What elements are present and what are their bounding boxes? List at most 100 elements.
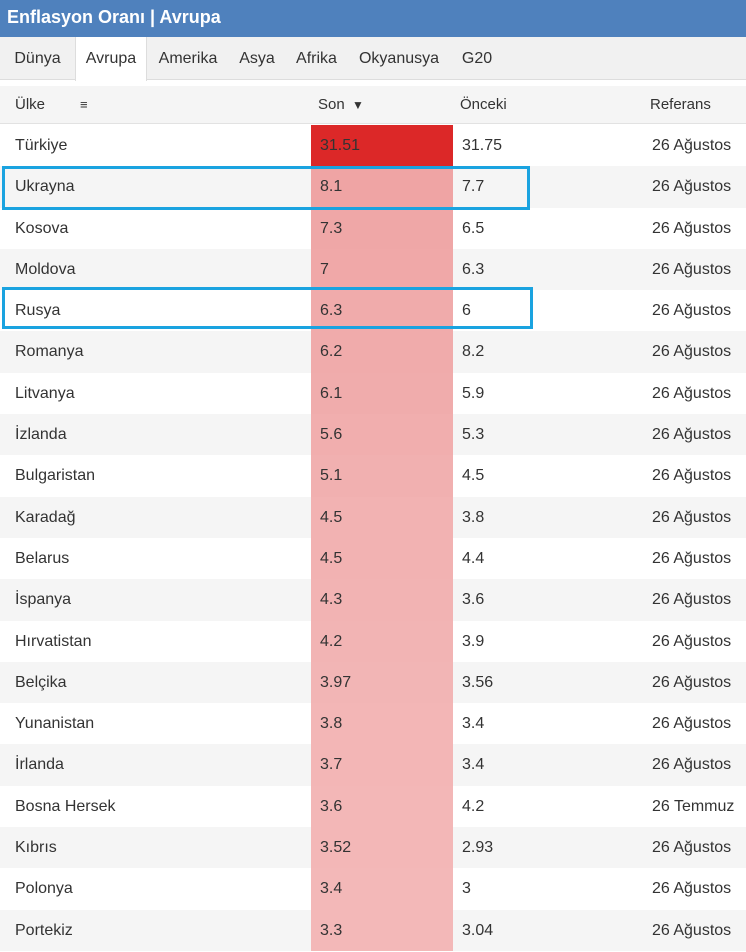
country-name: Belçika xyxy=(15,673,67,691)
table-row[interactable]: İzlanda 5.6 5.3 26 Ağustos xyxy=(0,414,746,456)
previous-value: 3.4 xyxy=(462,756,485,774)
previous-value: 5.3 xyxy=(462,426,485,444)
latest-value: 3.52 xyxy=(311,827,453,869)
country-name: Romanya xyxy=(15,343,84,361)
reference-period: 26 Ağustos xyxy=(652,302,732,320)
previous-value: 3.9 xyxy=(462,632,485,650)
reference-period: 26 Ağustos xyxy=(652,591,732,609)
latest-value: 4.5 xyxy=(311,537,453,580)
country-name: Hırvatistan xyxy=(15,632,92,650)
tab-avrupa[interactable]: Avrupa xyxy=(75,37,147,81)
country-name: Portekiz xyxy=(15,921,73,939)
previous-value: 3.04 xyxy=(462,921,494,939)
country-name: Kıbrıs xyxy=(15,839,57,857)
table-row[interactable]: Portekiz 3.3 3.04 26 Ağustos xyxy=(0,909,746,951)
table-row[interactable]: Belarus 4.5 4.4 26 Ağustos xyxy=(0,537,746,580)
column-header-reference[interactable]: Referans xyxy=(650,96,711,113)
previous-value: 7.7 xyxy=(462,178,485,196)
latest-value: 5.1 xyxy=(311,455,453,497)
table-row[interactable]: Türkiye 31.51 31.75 26 Ağustos xyxy=(0,125,746,167)
country-name: Türkiye xyxy=(15,137,68,154)
table-row[interactable]: Moldova 7 6.3 26 Ağustos xyxy=(0,248,746,291)
latest-value: 4.2 xyxy=(311,620,453,662)
country-name: İrlanda xyxy=(15,756,64,774)
table-row[interactable]: Yunanistan 3.8 3.4 26 Ağustos xyxy=(0,703,746,745)
reference-period: 26 Ağustos xyxy=(652,426,732,444)
tab-dunya[interactable]: Dünya xyxy=(14,50,61,67)
reference-period: 26 Ağustos xyxy=(652,508,732,526)
previous-value: 6 xyxy=(462,302,471,320)
table-row[interactable]: İspanya 4.3 3.6 26 Ağustos xyxy=(0,579,746,621)
table-row[interactable]: Litvanya 6.1 5.9 26 Ağustos xyxy=(0,372,746,415)
table-row[interactable]: Romanya 6.2 8.2 26 Ağustos xyxy=(0,331,746,373)
previous-value: 5.9 xyxy=(462,384,485,402)
table-row[interactable]: İrlanda 3.7 3.4 26 Ağustos xyxy=(0,744,746,786)
table-row[interactable]: Ukrayna 8.1 7.7 26 Ağustos xyxy=(0,166,746,208)
latest-value: 4.3 xyxy=(311,579,453,621)
table-row[interactable]: Karadağ 4.5 3.8 26 Ağustos xyxy=(0,496,746,538)
column-header-son[interactable]: Son xyxy=(318,96,345,113)
country-name: Polonya xyxy=(15,880,73,898)
country-name: Karadağ xyxy=(15,508,76,526)
latest-value: 31.51 xyxy=(311,125,453,167)
reference-period: 26 Ağustos xyxy=(652,715,732,733)
column-header-previous[interactable]: Önceki xyxy=(460,96,507,113)
reference-period: 26 Ağustos xyxy=(652,260,732,278)
column-menu-icon[interactable]: ≡ xyxy=(80,97,88,112)
latest-value: 8.1 xyxy=(311,166,453,208)
previous-value: 4.2 xyxy=(462,797,485,815)
reference-period: 26 Ağustos xyxy=(652,632,732,650)
country-name: Ukrayna xyxy=(15,178,75,196)
latest-value: 3.7 xyxy=(311,744,453,786)
country-name: Litvanya xyxy=(15,384,75,402)
table-row[interactable]: Bosna Hersek 3.6 4.2 26 Temmuz xyxy=(0,785,746,828)
table-row[interactable]: Rusya 6.3 6 26 Ağustos xyxy=(0,290,746,332)
latest-value: 4.5 xyxy=(311,496,453,538)
reference-period: 26 Ağustos xyxy=(652,921,732,939)
table-row[interactable]: Kosova 7.3 6.5 26 Ağustos xyxy=(0,207,746,249)
table-row[interactable]: Polonya 3.4 3 26 Ağustos xyxy=(0,868,746,910)
previous-value: 8.2 xyxy=(462,343,485,361)
sort-descending-icon[interactable]: ▼ xyxy=(352,98,364,112)
country-name: Yunanistan xyxy=(15,715,95,733)
latest-value: 3.4 xyxy=(311,868,453,910)
table-row[interactable]: Kıbrıs 3.52 2.93 26 Ağustos xyxy=(0,827,746,869)
country-name: Bulgaristan xyxy=(15,467,96,485)
tab-okyanusya[interactable]: Okyanusya xyxy=(358,50,440,67)
reference-period: 26 Ağustos xyxy=(652,756,732,774)
country-name: Rusya xyxy=(15,302,61,320)
previous-value: 2.93 xyxy=(462,839,494,857)
previous-value: 3 xyxy=(462,880,471,898)
previous-value: 4.4 xyxy=(462,549,485,567)
tab-afrika[interactable]: Afrika xyxy=(296,50,337,67)
tab-amerika[interactable]: Amerika xyxy=(158,50,218,67)
latest-value: 3.3 xyxy=(311,909,453,951)
page-title: Enflasyon Oranı | Avrupa xyxy=(0,0,746,37)
previous-value: 6.3 xyxy=(462,260,485,278)
latest-value: 5.6 xyxy=(311,414,453,456)
reference-period: 26 Temmuz xyxy=(652,797,735,815)
column-header-country[interactable]: Ülke xyxy=(15,96,46,113)
inflation-table-body: Türkiye 31.51 31.75 26 Ağustos Ukrayna 8.1 7.7… xyxy=(0,125,746,951)
latest-value: 3.8 xyxy=(311,703,453,745)
table-row[interactable]: Hırvatistan 4.2 3.9 26 Ağustos xyxy=(0,620,746,662)
latest-value: 3.6 xyxy=(311,785,453,828)
latest-value: 6.2 xyxy=(311,331,453,373)
reference-period: 26 Ağustos xyxy=(652,549,732,567)
reference-period: 26 Ağustos xyxy=(652,673,732,691)
previous-value: 6.5 xyxy=(462,219,485,237)
reference-period: 26 Ağustos xyxy=(652,384,732,402)
previous-value: 3.4 xyxy=(462,715,485,733)
tab-g20[interactable]: G20 xyxy=(461,50,493,67)
table-row[interactable]: Bulgaristan 5.1 4.5 26 Ağustos xyxy=(0,455,746,497)
latest-value: 6.1 xyxy=(311,372,453,415)
table-row[interactable]: Belçika 3.97 3.56 26 Ağustos xyxy=(0,661,746,704)
reference-period: 26 Ağustos xyxy=(652,467,732,485)
previous-value: 3.56 xyxy=(462,673,494,691)
tab-asya[interactable]: Asya xyxy=(239,50,275,67)
country-name: İzlanda xyxy=(15,426,67,444)
previous-value: 3.8 xyxy=(462,508,485,526)
reference-period: 26 Ağustos xyxy=(652,137,732,154)
country-name: İspanya xyxy=(15,591,72,609)
country-name: Bosna Hersek xyxy=(15,797,116,815)
